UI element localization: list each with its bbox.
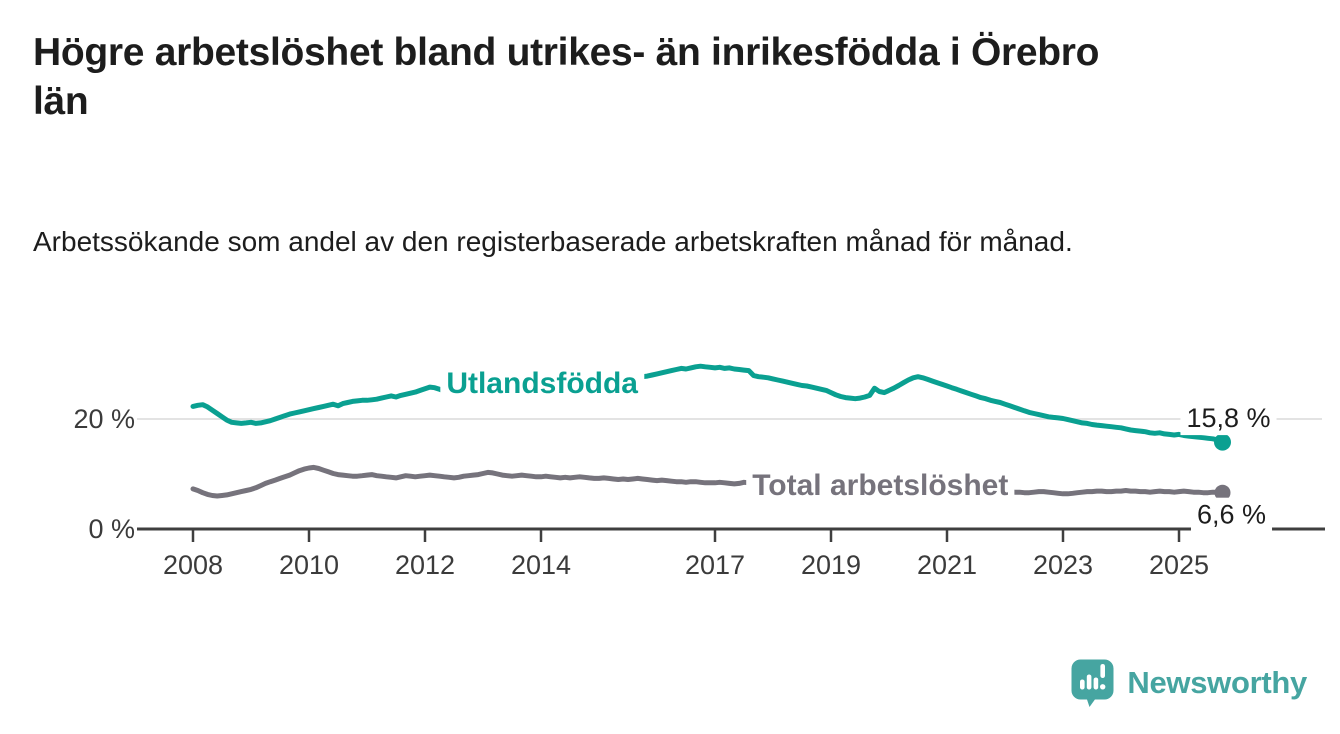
label-knockout bbox=[746, 466, 1015, 504]
newsworthy-logo-icon bbox=[1071, 659, 1114, 707]
series-label-utlandsfodda: Utlandsfödda bbox=[446, 367, 638, 400]
x-tick-label: 2014 bbox=[511, 550, 571, 580]
x-tick-label: 2021 bbox=[917, 550, 977, 580]
x-tick-label: 2010 bbox=[279, 550, 339, 580]
x-tick-label: 2023 bbox=[1033, 550, 1093, 580]
end-value-label-utlandsfodda: 15,8 % bbox=[1186, 403, 1270, 433]
logo-bar-3-icon bbox=[1093, 677, 1099, 690]
x-tick-label: 2008 bbox=[163, 550, 223, 580]
x-tick-label: 2019 bbox=[801, 550, 861, 580]
end-value-label-total: 6,6 % bbox=[1197, 500, 1266, 530]
logo-exclamation-bar-icon bbox=[1100, 664, 1106, 678]
logo-bar-1-icon bbox=[1080, 679, 1085, 690]
series-line-total bbox=[190, 464, 1225, 499]
label-knockout bbox=[440, 365, 645, 403]
page-title: Högre arbetslöshet bland utrikes- än inr… bbox=[33, 31, 1100, 123]
y-tick-label: 0 % bbox=[88, 514, 135, 544]
logo-speech-bubble-tail bbox=[1086, 698, 1097, 707]
series-end-dot-total bbox=[1214, 484, 1231, 501]
logo-bar-2-icon bbox=[1087, 674, 1092, 690]
x-tick-label: 2025 bbox=[1149, 550, 1209, 580]
newsworthy-branding: Newsworthy bbox=[1070, 658, 1307, 708]
series-line-utlandsfodda bbox=[190, 363, 1225, 445]
series-label-total: Total arbetslöshet bbox=[752, 469, 1008, 502]
x-tick-label: 2017 bbox=[685, 550, 745, 580]
logo-speech-bubble bbox=[1071, 659, 1114, 700]
y-tick-label: 20 % bbox=[73, 404, 135, 434]
label-knockout bbox=[1180, 401, 1277, 436]
newsworthy-logo-text: Newsworthy bbox=[1127, 665, 1307, 700]
series-end-dot-utlandsfodda bbox=[1214, 433, 1231, 451]
logo-exclamation-dot-icon bbox=[1100, 684, 1106, 690]
label-knockout bbox=[1190, 497, 1273, 532]
x-tick-label: 2012 bbox=[395, 550, 455, 580]
chart-subtitle: Arbetssökande som andel av den registerb… bbox=[33, 226, 1073, 257]
